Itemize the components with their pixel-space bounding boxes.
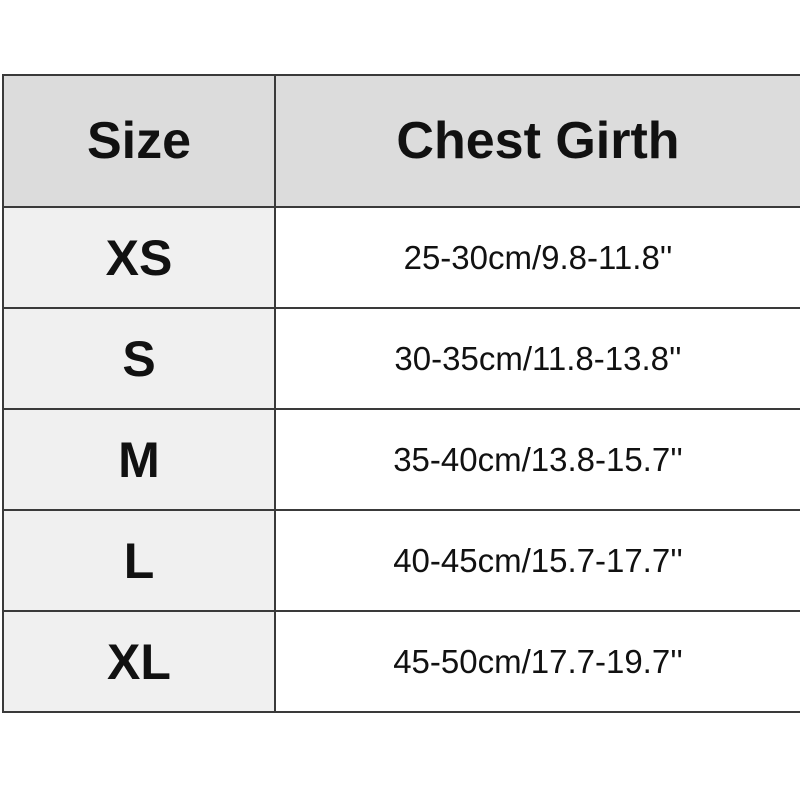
- table-row: XS 25-30cm/9.8-11.8'': [2, 206, 800, 309]
- header-row: Size Chest Girth: [2, 74, 800, 208]
- chest-cell: 40-45cm/15.7-17.7'': [274, 509, 800, 612]
- header-chest-girth: Chest Girth: [274, 74, 800, 208]
- size-cell: L: [2, 509, 276, 612]
- header-size: Size: [2, 74, 276, 208]
- table-row: L 40-45cm/15.7-17.7'': [2, 509, 800, 612]
- size-cell: XL: [2, 610, 276, 713]
- size-cell: XS: [2, 206, 276, 309]
- size-cell: M: [2, 408, 276, 511]
- chest-cell: 30-35cm/11.8-13.8'': [274, 307, 800, 410]
- chest-cell: 25-30cm/9.8-11.8'': [274, 206, 800, 309]
- size-chart-table: Size Chest Girth XS 25-30cm/9.8-11.8'' S…: [2, 74, 800, 713]
- table-row: S 30-35cm/11.8-13.8'': [2, 307, 800, 410]
- chest-cell: 45-50cm/17.7-19.7'': [274, 610, 800, 713]
- table-row: M 35-40cm/13.8-15.7'': [2, 408, 800, 511]
- chest-cell: 35-40cm/13.8-15.7'': [274, 408, 800, 511]
- size-cell: S: [2, 307, 276, 410]
- table-row: XL 45-50cm/17.7-19.7'': [2, 610, 800, 713]
